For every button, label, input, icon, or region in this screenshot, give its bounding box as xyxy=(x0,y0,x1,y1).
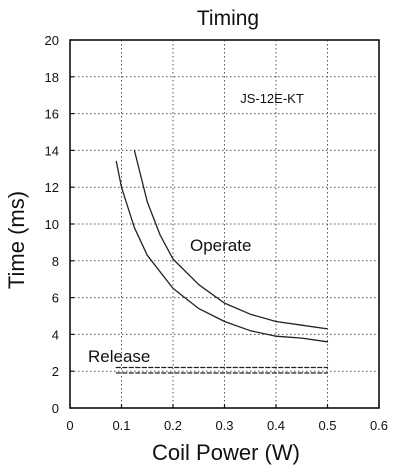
chart-title: Timing xyxy=(197,7,259,30)
series-group xyxy=(115,149,329,374)
y-tick-label: 20 xyxy=(45,33,59,48)
x-tick-label: 0.4 xyxy=(267,418,285,433)
y-tick-label: 0 xyxy=(52,401,59,416)
y-axis-label: Time (ms) xyxy=(4,191,29,289)
operate-annotation: Operate xyxy=(190,236,251,255)
y-tick-label: 6 xyxy=(52,291,59,306)
model-annotation: JS-12E-KT xyxy=(240,91,304,106)
y-tick-label: 10 xyxy=(45,217,59,232)
x-axis-label: Coil Power (W) xyxy=(152,440,300,465)
y-tick-label: 4 xyxy=(52,327,59,342)
x-tick-label: 0.6 xyxy=(370,418,388,433)
x-tick-label: 0.5 xyxy=(318,418,336,433)
x-tick-label: 0.1 xyxy=(112,418,130,433)
release-annotation: Release xyxy=(88,347,150,366)
y-tick-label: 16 xyxy=(45,107,59,122)
x-tick-label: 0.2 xyxy=(164,418,182,433)
operate-curve-2 xyxy=(115,160,329,343)
y-tick-label: 2 xyxy=(52,364,59,379)
grid-lines xyxy=(70,40,379,408)
x-tick-label: 0 xyxy=(66,418,73,433)
y-tick-label: 18 xyxy=(45,70,59,85)
y-tick-label: 8 xyxy=(52,254,59,269)
operate-curve-1 xyxy=(133,149,329,330)
axis-ticks: 0 0.1 0.2 0.3 0.4 0.5 0.6 0 2 4 6 8 10 12 14 16 18 20 xyxy=(45,33,389,433)
y-tick-label: 12 xyxy=(45,180,59,195)
x-tick-label: 0.3 xyxy=(215,418,233,433)
y-tick-label: 14 xyxy=(45,143,59,158)
